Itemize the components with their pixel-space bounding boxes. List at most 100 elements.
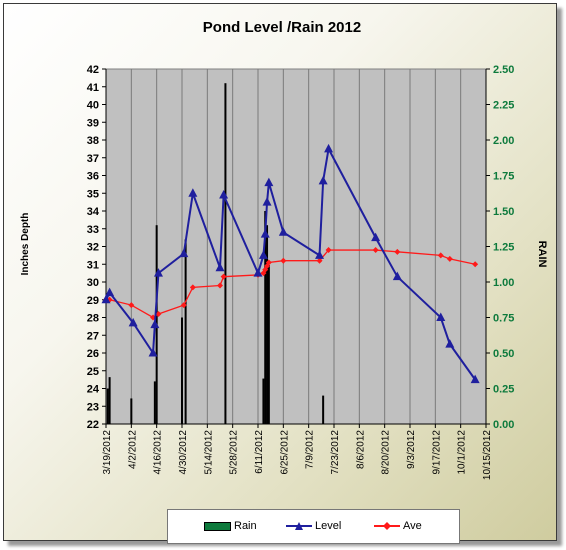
y-tick-label: 40 bbox=[87, 100, 99, 112]
x-tick-label: 5/14/2012 bbox=[203, 430, 214, 475]
y2-tick-label: 0.00 bbox=[493, 419, 514, 431]
rain-bar bbox=[106, 388, 109, 424]
rain-bar bbox=[153, 381, 156, 424]
level-point bbox=[318, 175, 328, 185]
legend-item-level: Level bbox=[286, 520, 341, 532]
rain-bar bbox=[108, 377, 111, 424]
y-tick-label: 31 bbox=[87, 259, 99, 271]
rain-bar bbox=[184, 239, 187, 424]
rain-bar bbox=[224, 83, 227, 424]
x-tick-label: 8/6/2012 bbox=[355, 430, 366, 469]
y2-tick-label: 1.75 bbox=[493, 171, 514, 183]
legend-rain-swatch bbox=[204, 521, 231, 531]
level-point bbox=[445, 339, 455, 348]
ave-point bbox=[128, 302, 135, 309]
level-point bbox=[315, 250, 325, 259]
y-tick-label: 29 bbox=[87, 295, 99, 307]
chart-title: Pond Level /Rain 2012 bbox=[203, 19, 361, 36]
y2-tick-label: 2.25 bbox=[493, 100, 514, 112]
y-tick-label: 23 bbox=[87, 401, 99, 413]
x-tick-label: 9/3/2012 bbox=[406, 430, 417, 469]
x-tick-label: 10/1/2012 bbox=[457, 430, 468, 475]
y-tick-label: 33 bbox=[87, 224, 99, 236]
ave-point bbox=[316, 257, 323, 264]
y2-tick-label: 1.25 bbox=[493, 242, 514, 254]
level-point bbox=[260, 229, 270, 238]
y-tick-label: 38 bbox=[87, 135, 99, 147]
x-tick-label: 10/15/2012 bbox=[482, 430, 493, 480]
ave-point bbox=[220, 273, 227, 280]
rain-bar bbox=[264, 211, 267, 424]
y-tick-label: 26 bbox=[87, 348, 99, 360]
level-point bbox=[153, 268, 163, 277]
legend-rain-label: Rain bbox=[234, 520, 257, 532]
grid-lines bbox=[130, 69, 462, 424]
level-point bbox=[436, 312, 446, 321]
x-tick-label: 6/25/2012 bbox=[279, 430, 290, 475]
rain-bar bbox=[262, 378, 265, 424]
plot-background bbox=[105, 68, 487, 425]
level-point bbox=[470, 374, 480, 384]
level-point bbox=[278, 227, 288, 236]
x-tick-label: 7/9/2012 bbox=[305, 430, 316, 469]
level-point bbox=[219, 190, 229, 199]
level-point bbox=[148, 348, 158, 357]
y2-tick-label: 0.50 bbox=[493, 348, 514, 360]
y2-tick-label: 2.00 bbox=[493, 135, 514, 147]
y-axis-label: Inches Depth bbox=[20, 213, 31, 276]
y2-tick-labels: 0.00 0.25 0.50 0.75 1.00 1.25 1.50 1.75 2.00 2.25… bbox=[493, 64, 514, 431]
y-tick-label: 37 bbox=[87, 153, 99, 165]
legend: Rain Level Ave bbox=[167, 509, 460, 544]
level-point bbox=[179, 248, 189, 258]
y-tick-label: 39 bbox=[87, 117, 99, 129]
chart-svg: Pond Level /Rain 2012 Inches Depth RAIN … bbox=[20, 19, 548, 480]
ave-point bbox=[372, 247, 379, 254]
y2-tick-label: 1.50 bbox=[493, 206, 514, 218]
ave-point bbox=[437, 252, 444, 259]
level-point bbox=[188, 188, 198, 197]
x-tick-label: 3/19/2012 bbox=[102, 430, 113, 475]
rain-bar bbox=[181, 317, 183, 424]
chart-area: Pond Level /Rain 2012 Inches Depth RAIN … bbox=[3, 3, 557, 544]
ave-point bbox=[155, 310, 162, 317]
y-tick-label: 28 bbox=[87, 313, 99, 325]
level-point bbox=[215, 262, 225, 272]
x-tick-label: 5/28/2012 bbox=[229, 430, 240, 475]
x-tick-label: 6/11/2012 bbox=[254, 430, 265, 474]
y-tick-label: 22 bbox=[87, 419, 99, 431]
rain-bar bbox=[130, 398, 133, 424]
legend-ave-label: Ave bbox=[403, 520, 422, 532]
y-tick-label: 32 bbox=[87, 242, 99, 254]
level-point bbox=[324, 143, 334, 153]
y-tick-label: 27 bbox=[87, 330, 99, 342]
ave-point bbox=[265, 259, 272, 266]
rain-bar bbox=[322, 395, 325, 424]
level-point bbox=[392, 271, 402, 281]
ave-point bbox=[180, 302, 187, 309]
level-point bbox=[253, 268, 263, 277]
x-tick-label: 7/23/2012 bbox=[330, 430, 341, 475]
level-point bbox=[128, 317, 138, 327]
rain-bar bbox=[267, 264, 270, 424]
y-tick-label: 30 bbox=[87, 277, 99, 289]
level-series bbox=[101, 143, 480, 384]
level-line bbox=[105, 145, 476, 381]
axes bbox=[102, 68, 490, 428]
legend-item-ave: Ave bbox=[374, 520, 422, 532]
y-tick-label: 34 bbox=[87, 206, 100, 218]
ave-point bbox=[280, 257, 287, 264]
legend-level-label: Level bbox=[315, 520, 342, 532]
x-tick-label: 4/2/2012 bbox=[127, 430, 138, 469]
ave-point bbox=[325, 247, 332, 254]
ave-point bbox=[472, 261, 479, 268]
x-tick-label: 9/17/2012 bbox=[431, 430, 442, 475]
legend-item-rain: Rain bbox=[204, 520, 257, 532]
y2-tick-label: 0.75 bbox=[493, 313, 514, 325]
level-point bbox=[264, 177, 274, 187]
x-tick-label: 4/16/2012 bbox=[153, 430, 164, 475]
y2-axis-label: RAIN bbox=[536, 241, 548, 268]
y2-tick-label: 2.50 bbox=[493, 64, 514, 76]
level-point bbox=[371, 232, 381, 242]
y-tick-label: 36 bbox=[87, 171, 99, 183]
ave-point bbox=[217, 282, 223, 289]
